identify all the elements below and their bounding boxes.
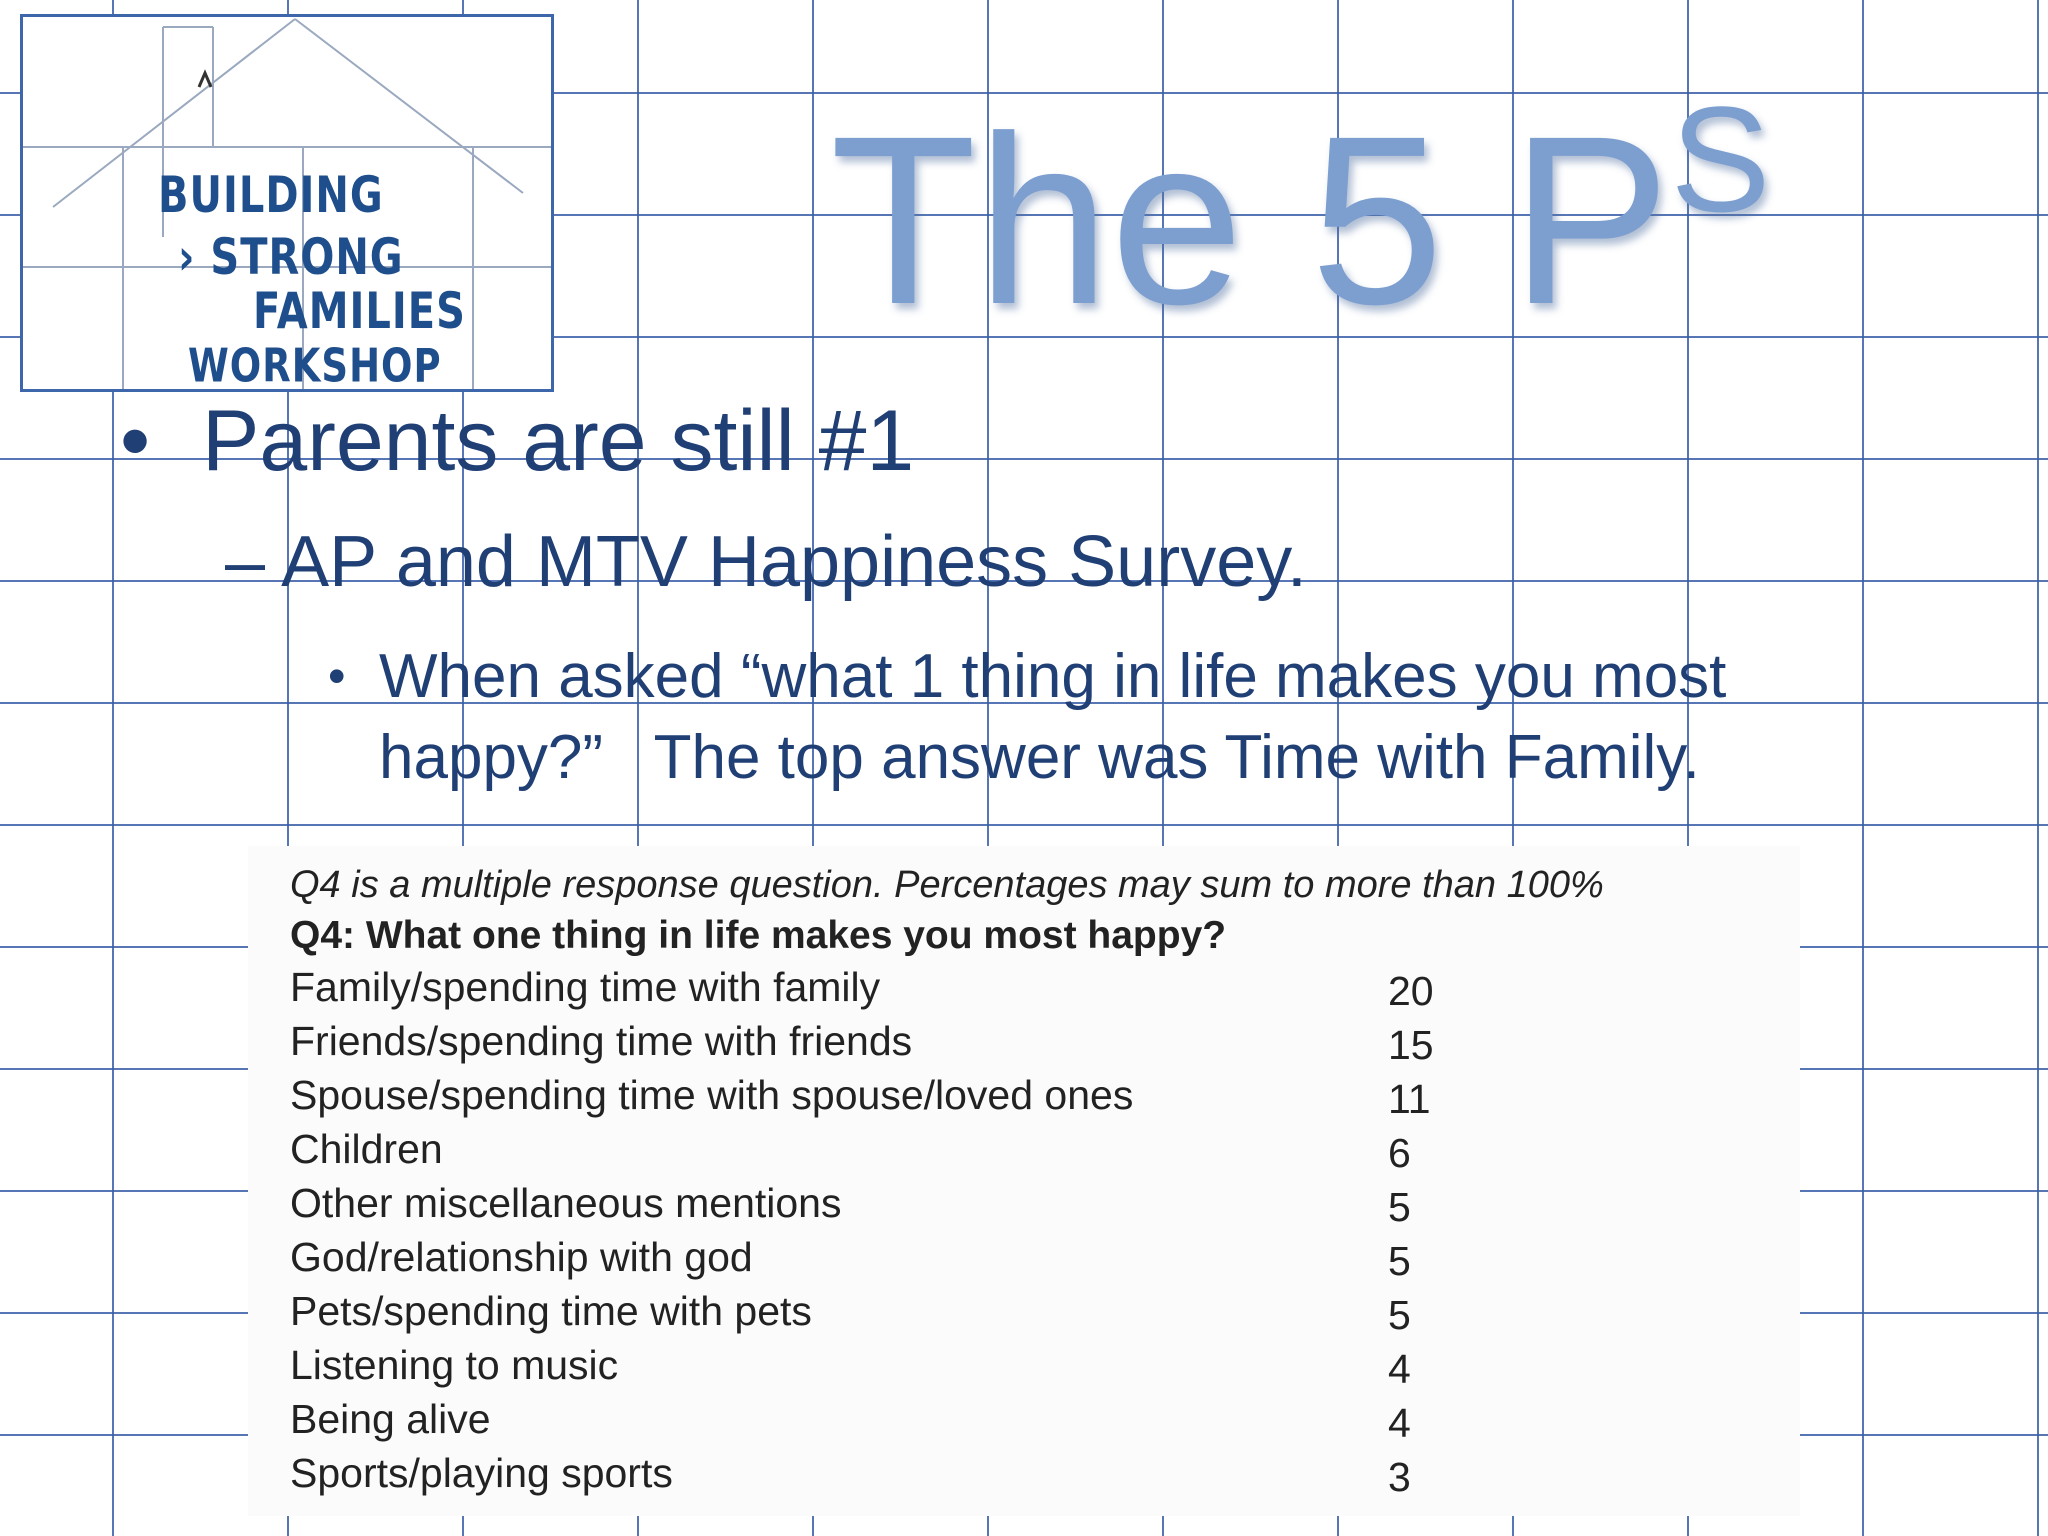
slide-title-main: The 5 P — [830, 86, 1671, 354]
building-strong-families-logo: BUILDING › STRONG FAMILIES WORKSHOP — [20, 14, 554, 392]
bullet-level-3-line-2: happy?” The top answer was Time with Fam… — [379, 723, 1700, 792]
row-answer: Spouse/spending time with spouse/loved o… — [290, 1072, 1134, 1118]
row-value: 5 — [1388, 1184, 1411, 1230]
table-row: Sports/playing sports 3 — [290, 1450, 1490, 1504]
table-row: Children 6 — [290, 1126, 1490, 1180]
row-value: 4 — [1388, 1346, 1411, 1392]
row-answer: Being alive — [290, 1396, 491, 1442]
survey-results-table: Q4 is a multiple response question. Perc… — [248, 846, 1800, 1516]
table-row: God/relationship with god 5 — [290, 1234, 1490, 1288]
row-value: 6 — [1388, 1130, 1411, 1176]
row-value: 11 — [1388, 1076, 1431, 1122]
bullet-level-3-line-1: When asked “what 1 thing in life makes y… — [379, 642, 1727, 711]
logo-line-strong-text: STRONG — [210, 229, 404, 287]
table-row: Spouse/spending time with spouse/loved o… — [290, 1072, 1490, 1126]
row-answer: Other miscellaneous mentions — [290, 1180, 842, 1226]
row-answer: Pets/spending time with pets — [290, 1288, 812, 1334]
arrow-icon: › — [178, 229, 211, 287]
row-value: 3 — [1388, 1454, 1411, 1500]
table-row: Listening to music 4 — [290, 1342, 1490, 1396]
bullet-dot-icon: • — [328, 648, 346, 704]
row-value: 5 — [1388, 1238, 1411, 1284]
table-row: Family/spending time with family 20 — [290, 964, 1490, 1018]
survey-note: Q4 is a multiple response question. Perc… — [290, 864, 1604, 906]
logo-line-building: BUILDING — [158, 167, 384, 225]
table-row: Friends/spending time with friends 15 — [290, 1018, 1490, 1072]
row-answer: Friends/spending time with friends — [290, 1018, 913, 1064]
house-outline-icon — [23, 18, 551, 389]
bullet-level-2: – AP and MTV Happiness Survey. — [225, 522, 1307, 602]
row-answer: Family/spending time with family — [290, 964, 881, 1010]
bullet-dot-icon: • — [120, 393, 151, 489]
bullet-level-3-text: When asked “what 1 thing in life makes y… — [379, 636, 1726, 798]
slide-title: The 5 PS — [830, 84, 1771, 340]
row-answer: Children — [290, 1126, 443, 1172]
survey-question: Q4: What one thing in life makes you mos… — [290, 914, 1227, 957]
logo-line-strong: › STRONG — [178, 229, 404, 287]
bullet-level-1-text: Parents are still #1 — [202, 393, 915, 489]
row-answer: God/relationship with god — [290, 1234, 753, 1280]
row-value: 5 — [1388, 1292, 1411, 1338]
row-answer: Sports/playing sports — [290, 1450, 673, 1496]
row-answer: Listening to music — [290, 1342, 619, 1388]
row-value: 15 — [1388, 1022, 1434, 1068]
table-row: Pets/spending time with pets 5 — [290, 1288, 1490, 1342]
logo-line-workshop: WORKSHOP — [188, 339, 442, 392]
slide-title-superscript: S — [1670, 75, 1771, 243]
table-row: Being alive 4 — [290, 1396, 1490, 1450]
table-row: Other miscellaneous mentions 5 — [290, 1180, 1490, 1234]
logo-line-families: FAMILIES — [253, 283, 466, 341]
row-value: 4 — [1388, 1400, 1411, 1446]
row-value: 20 — [1388, 968, 1434, 1014]
